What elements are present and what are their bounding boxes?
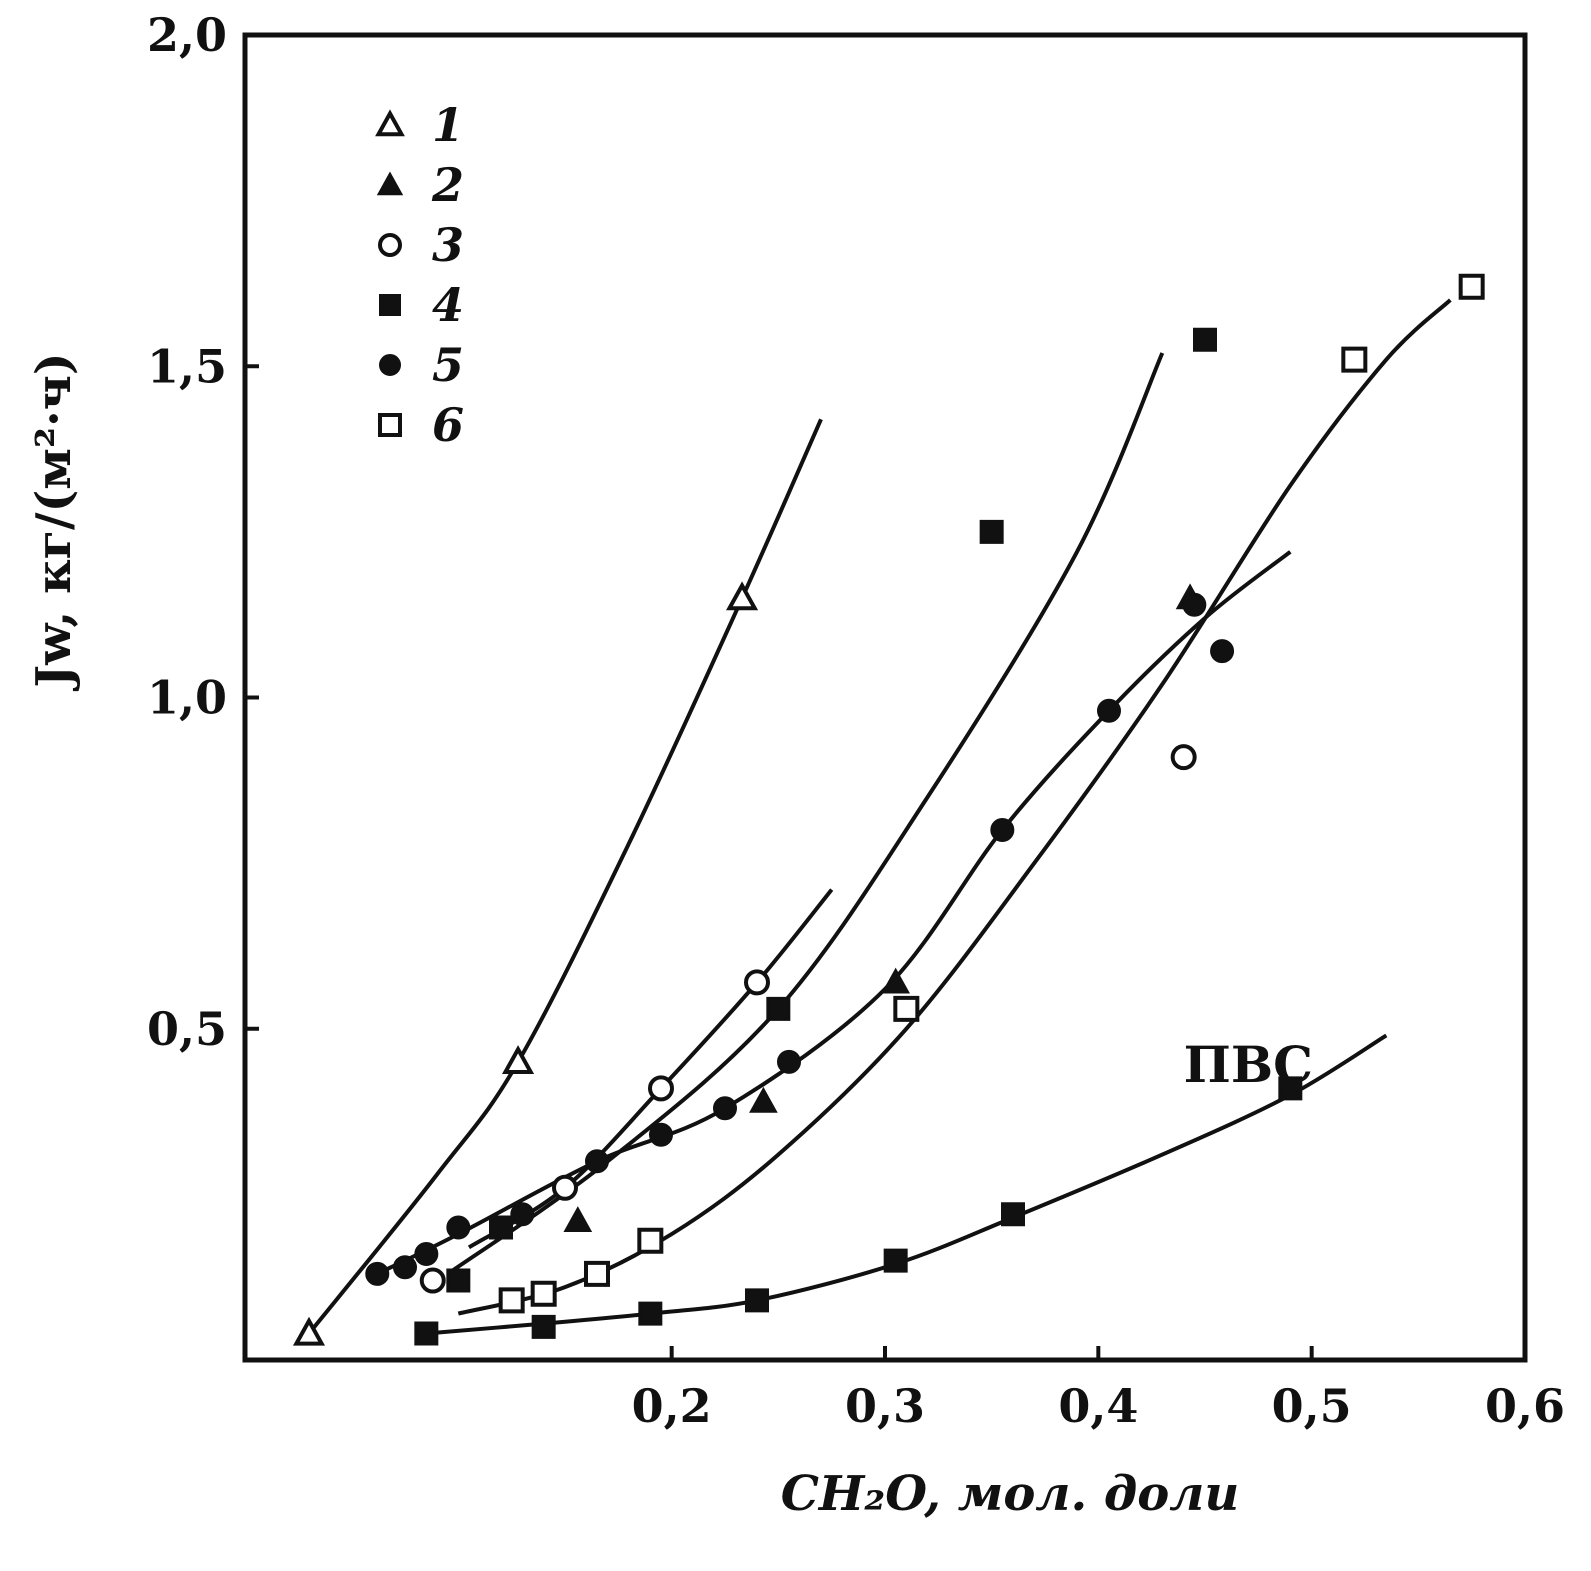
- legend-marker-3: [378, 233, 402, 257]
- series-5-point-1: [365, 1261, 390, 1286]
- series-6-point-2: [530, 1280, 557, 1307]
- series-6-point-6: [1341, 346, 1368, 373]
- y-tick-label-3: 1,5: [147, 339, 227, 393]
- y-tick-label-2: 1,0: [147, 671, 227, 725]
- series-4-point-3: [766, 996, 791, 1021]
- series-6-point-7: [1458, 273, 1485, 300]
- series-4-curve: [446, 352, 1165, 1276]
- series-7-point-7: [1278, 1076, 1303, 1101]
- series-6-point-1: [498, 1287, 525, 1314]
- series-5-point-3: [414, 1242, 439, 1266]
- series-5-point-11: [1097, 698, 1121, 723]
- series-7-point-4: [745, 1288, 769, 1313]
- legend-label-2: 2: [431, 158, 464, 212]
- x-axis-title: CH₂O, мол. доли: [781, 1466, 1240, 1522]
- data-points: [292, 273, 1485, 1346]
- series-3-point-3: [648, 1075, 674, 1102]
- series-4-point-4: [979, 519, 1004, 544]
- legend-label-3: 3: [432, 218, 464, 272]
- y-tick-label-1: 0,5: [147, 1002, 227, 1056]
- x-tick-label-4: 0,5: [1272, 1379, 1352, 1433]
- series-3-point-1: [419, 1267, 446, 1294]
- series-7-point-5: [883, 1248, 908, 1273]
- legend-label-1: 1: [432, 98, 464, 152]
- series-5-point-10: [990, 818, 1015, 842]
- axis-ticks: 0,2 0,3 0,4 0,5 0,6 0,5 1,0 1,5 2,0: [147, 8, 1565, 1433]
- x-tick-label-3: 0,4: [1058, 1379, 1138, 1433]
- legend: 1 2 3 4 5 6: [375, 98, 464, 452]
- series-5-point-7: [649, 1122, 673, 1147]
- series-5-point-2: [393, 1255, 417, 1280]
- series-7-point-3: [638, 1301, 663, 1326]
- series-7-point-6: [1001, 1202, 1025, 1227]
- legend-marker-2: [376, 171, 404, 196]
- annotations: ПВС: [1184, 1035, 1313, 1094]
- series-5-point-9: [777, 1049, 801, 1074]
- legend-marker-1: [375, 109, 405, 137]
- annotation-1: ПВС: [1184, 1035, 1313, 1094]
- legend-marker-4: [379, 294, 401, 316]
- series-5-point-8: [713, 1096, 737, 1121]
- series-1-point-1: [292, 1316, 326, 1346]
- series-4-point-5: [1193, 327, 1217, 352]
- series-4-point-1: [446, 1268, 471, 1293]
- series-1-point-3: [726, 581, 759, 611]
- series-6-point-5: [893, 995, 920, 1022]
- legend-marker-6: [378, 413, 402, 437]
- series-6-point-3: [584, 1260, 610, 1287]
- series-1-point-2: [502, 1045, 535, 1074]
- legend-label-6: 6: [432, 398, 464, 452]
- series-5-point-12: [1182, 592, 1207, 617]
- y-tick-label-4: 2,0: [147, 8, 227, 62]
- series-4-point-2: [489, 1215, 513, 1240]
- series-3-point-4: [744, 969, 770, 996]
- series-2-point-3: [881, 967, 911, 994]
- legend-label-4: 4: [432, 278, 464, 332]
- series-5-point-4: [446, 1215, 471, 1240]
- series-5-point-6: [585, 1149, 609, 1174]
- series-2-point-2: [749, 1086, 778, 1113]
- series-5-curve: [376, 550, 1292, 1276]
- series-2-point-1: [563, 1206, 593, 1232]
- series-3-point-2: [552, 1174, 578, 1201]
- legend-label-5: 5: [432, 338, 464, 392]
- series-3-point-5: [1170, 744, 1197, 771]
- y-axis-title: Jw, кг/(м²·ч): [26, 352, 82, 691]
- x-tick-label-2: 0,3: [845, 1379, 925, 1433]
- x-tick-label-1: 0,2: [632, 1379, 712, 1433]
- series-5-point-5: [510, 1202, 535, 1227]
- x-tick-label-5: 0,6: [1485, 1379, 1565, 1433]
- series-1-curve: [307, 418, 823, 1335]
- series-7-point-1: [414, 1321, 439, 1346]
- fit-curves: [307, 298, 1452, 1336]
- series-7-point-2: [531, 1314, 556, 1339]
- series-5-point-13: [1210, 639, 1235, 664]
- series-6-point-4: [637, 1227, 664, 1254]
- legend-marker-5: [379, 354, 401, 376]
